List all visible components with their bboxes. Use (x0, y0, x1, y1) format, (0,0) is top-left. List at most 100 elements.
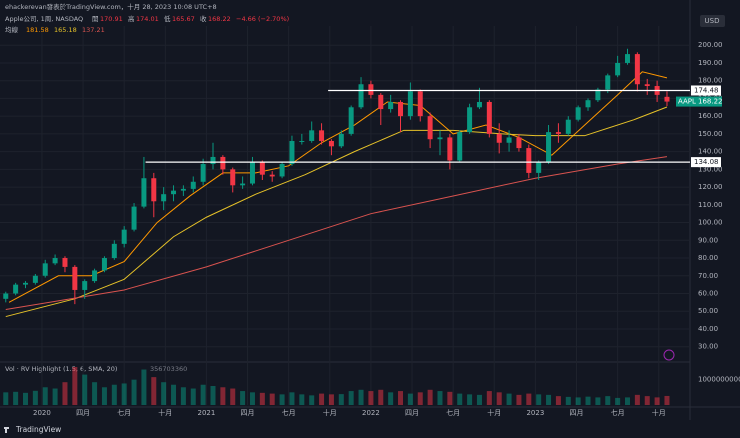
candle-body (496, 133, 502, 143)
y-tick-label: 30.00 (698, 343, 718, 351)
volume-bar (3, 392, 9, 405)
candle-body (240, 183, 246, 186)
volume-bar (338, 394, 344, 405)
volume-bar (575, 397, 581, 405)
volume-bar (249, 392, 255, 405)
candle-body (3, 293, 9, 299)
y-tick-label: 190.00 (698, 59, 723, 67)
candle-body (42, 263, 48, 276)
volume-bar (319, 393, 325, 405)
volume-bar (496, 392, 502, 405)
candle-body (644, 84, 650, 87)
candle-body (398, 101, 404, 117)
volume-bar (605, 396, 611, 405)
candle-body (457, 132, 463, 161)
volume-bar (309, 395, 315, 405)
candle-body (309, 130, 315, 141)
candle-body (368, 84, 374, 95)
candle-body (200, 164, 206, 182)
volume-bar (328, 394, 334, 405)
candle-body (52, 258, 58, 264)
y-tick-label: 140.00 (698, 148, 723, 156)
volume-bar (101, 387, 107, 405)
volume-bar (358, 389, 364, 405)
candle-body (32, 275, 38, 283)
candle-body (72, 266, 78, 290)
volume-bar (407, 393, 413, 405)
candle-body (190, 181, 196, 189)
last-price: 168.22 (698, 98, 723, 106)
candle-body (82, 281, 88, 290)
candle-body (595, 89, 601, 101)
x-tick-label: 四月 (405, 409, 419, 417)
volume-bar (506, 393, 512, 405)
last-price-box (696, 96, 722, 107)
volume-bar (516, 394, 522, 405)
candle-body (417, 91, 423, 117)
brand: TradingView (15, 425, 61, 434)
volume-bar (536, 394, 542, 405)
candle-body (447, 137, 453, 161)
candle-body (92, 270, 98, 282)
volume-bar (368, 391, 374, 405)
y-tick-label: 160.00 (698, 112, 723, 120)
x-tick-label: 四月 (570, 409, 584, 417)
candle-body (101, 258, 107, 271)
x-tick-label: 2020 (33, 409, 51, 417)
volume-bar (72, 367, 78, 405)
x-tick-label: 十月 (323, 408, 337, 417)
y-tick-label: 60.00 (698, 289, 718, 297)
candle-body (575, 107, 581, 120)
x-tick-label: 十月 (487, 408, 501, 417)
volume-bar (22, 392, 28, 405)
volume-bar (348, 391, 354, 405)
y-tick-label: 80.00 (698, 254, 718, 262)
volume-tick-label: 1000000000 (698, 376, 740, 384)
volume-bar (457, 393, 463, 405)
y-tick-label: 50.00 (698, 307, 718, 315)
symbol-box (676, 96, 696, 107)
ohlc-label: 開 (92, 15, 99, 23)
volume-bar (190, 388, 196, 405)
volume-bar (595, 397, 601, 405)
candle-body (171, 190, 177, 195)
x-tick-label: 2022 (362, 409, 380, 417)
candle-body (476, 101, 482, 108)
volume-bar (111, 384, 117, 405)
moving-average (5, 156, 668, 310)
x-tick-label: 七月 (446, 408, 460, 417)
volume-bar (585, 396, 591, 405)
volume-bar (437, 391, 443, 405)
volume-bar (42, 387, 48, 405)
candle-body (516, 137, 522, 149)
volume-bar (447, 391, 453, 405)
candle-body (180, 188, 186, 191)
currency-box[interactable] (700, 15, 725, 27)
y-tick-label: 130.00 (698, 165, 723, 173)
volume-bar (634, 394, 640, 405)
volume-value: 356703360 (150, 365, 187, 373)
volume-bar (417, 392, 423, 405)
volume-label: Vol · RV Highlight (1.5, 6, SMA, 20) (5, 365, 117, 373)
candle-body (624, 54, 630, 63)
volume-bar (486, 391, 492, 405)
y-tick-label: 70.00 (698, 272, 718, 280)
y-tick-label: 150.00 (698, 130, 723, 138)
volume-bar (269, 393, 275, 405)
candle-body (210, 156, 216, 165)
candle-body (269, 174, 275, 177)
x-tick-label: 十月 (652, 408, 666, 417)
candle-body (506, 137, 512, 143)
volume-bar (644, 396, 650, 405)
y-tick-label: 100.00 (698, 219, 723, 227)
y-tick-label: 40.00 (698, 325, 718, 333)
alert-icon[interactable] (663, 349, 675, 361)
candle-body (13, 284, 19, 294)
candle-body (289, 140, 295, 165)
candle-body (279, 164, 285, 177)
ohlc-label: 收 (200, 14, 207, 23)
candle-body (319, 130, 325, 141)
volume-bar (210, 386, 216, 405)
candle-body (565, 119, 571, 134)
ohlc-value: 174.01 (136, 15, 159, 23)
